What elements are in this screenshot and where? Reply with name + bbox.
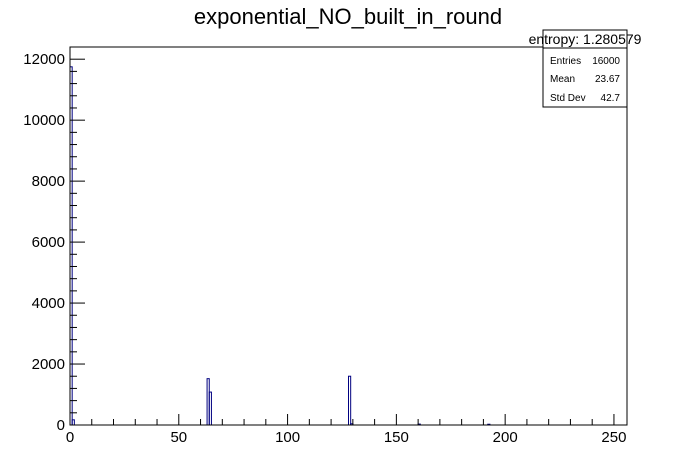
x-tick-label: 0 xyxy=(66,429,74,446)
y-tick-label: 6000 xyxy=(32,234,65,251)
y-tick-label: 0 xyxy=(57,417,65,434)
chart-title: exponential_NO_built_in_round xyxy=(194,4,502,29)
y-tick-label: 8000 xyxy=(32,173,65,190)
stats-box: entropy: 1.280579 Entries 16000 Mean 23.… xyxy=(529,29,642,108)
x-tick-label: 150 xyxy=(384,429,409,446)
stats-box-frame xyxy=(542,29,628,108)
y-tick-label: 12000 xyxy=(23,51,65,68)
histogram-bar xyxy=(71,419,75,426)
y-tick-label: 10000 xyxy=(23,112,65,129)
histogram-bar xyxy=(348,375,352,426)
stats-label-entries: Entries xyxy=(550,56,581,67)
stats-label-stddev: Std Dev xyxy=(550,93,586,104)
x-tick-label: 250 xyxy=(601,429,626,446)
histogram-bars xyxy=(69,66,491,426)
histogram-bar xyxy=(208,391,212,426)
stats-value-stddev: 42.7 xyxy=(601,93,621,104)
x-tick-label: 50 xyxy=(170,429,187,446)
x-tick-label: 200 xyxy=(493,429,518,446)
plot-frame xyxy=(69,46,628,426)
y-tick-label: 2000 xyxy=(32,356,65,373)
x-tick-label: 100 xyxy=(275,429,300,446)
stats-label-mean: Mean xyxy=(550,74,575,85)
x-axis: 0 50 100 150 200 250 xyxy=(66,414,626,446)
stats-title: entropy: 1.280579 xyxy=(529,31,642,47)
stats-value-mean: 23.67 xyxy=(595,74,620,85)
stats-value-entries: 16000 xyxy=(592,56,620,67)
y-axis: 0 2000 4000 6000 8000 10000 12000 xyxy=(23,46,85,434)
y-tick-label: 4000 xyxy=(32,295,65,312)
